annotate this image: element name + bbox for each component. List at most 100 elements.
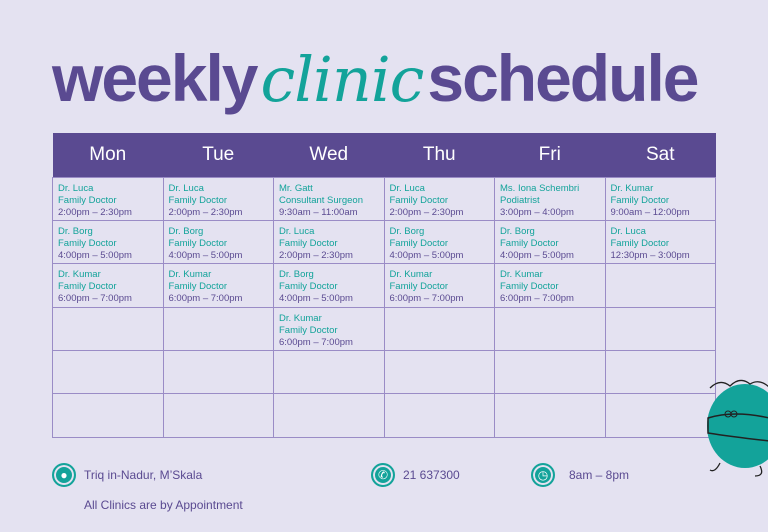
appointment-time: 4:00pm – 5:00pm xyxy=(168,249,243,261)
appointment-role: Family Doctor xyxy=(279,281,338,293)
table-row xyxy=(52,393,716,438)
day-header-fri: Fri xyxy=(494,133,605,177)
appointment-time: 4:00pm – 5:00pm xyxy=(500,249,574,261)
appointment-role: Family Doctor xyxy=(500,281,559,293)
appointment-doctor: Dr. Borg xyxy=(58,225,93,237)
phone: ✆ 21 637300 xyxy=(371,463,460,487)
schedule-cell: Dr. Borg Family Doctor 4:00pm – 5:00pm xyxy=(273,263,385,308)
appointment-time: 6:00pm – 7:00pm xyxy=(168,293,243,305)
schedule-cell xyxy=(162,393,274,438)
appointment-doctor: Dr. Kumar xyxy=(279,312,322,324)
appointment-time: 3:00pm – 4:00pm xyxy=(500,206,574,218)
appointment-role: Family Doctor xyxy=(610,237,670,249)
appointment-note: All Clinics are by Appointment xyxy=(84,498,243,512)
schedule-cell: Dr. Luca Family Doctor 2:00pm – 2:30pm xyxy=(273,219,385,265)
day-header-sat: Sat xyxy=(605,133,716,177)
schedule-cell: Dr. Luca Family Doctor 2:00pm – 2:30pm xyxy=(162,176,274,221)
appointment-time: 6:00pm – 7:00pm xyxy=(58,293,132,305)
appointment-time: 2:00pm – 2:30pm xyxy=(389,206,464,218)
phone-icon: ✆ xyxy=(371,463,395,487)
title-clinic: clinic xyxy=(260,43,425,116)
table-row xyxy=(52,350,716,395)
schedule-cell xyxy=(494,393,606,438)
appointment-role: Family Doctor xyxy=(168,237,228,249)
schedule-cell xyxy=(383,306,495,352)
appointment-doctor: Mr. Gatt xyxy=(279,182,313,194)
appointment-time: 6:00pm – 7:00pm xyxy=(279,336,353,348)
schedule-cell: Dr. Kumar Family Doctor 6:00pm – 7:00pm xyxy=(162,263,274,308)
address: ● Triq in-Nadur, M’Skala xyxy=(52,463,202,487)
appointment-doctor: Dr. Luca xyxy=(610,225,646,237)
schedule-cell xyxy=(52,306,164,352)
appointment-role: Family Doctor xyxy=(500,237,559,249)
appointment-time: 9:00am – 12:00pm xyxy=(610,206,690,218)
appointment-role: Consultant Surgeon xyxy=(279,194,363,206)
schedule-cell xyxy=(494,306,606,352)
appointment-doctor: Dr. Kumar xyxy=(500,269,543,281)
appointment-time: 2:00pm – 2:30pm xyxy=(58,206,132,218)
title-schedule: schedule xyxy=(427,41,699,115)
appointment-doctor: Dr. Kumar xyxy=(58,269,101,281)
schedule-cell: Dr. Kumar Family Doctor 6:00pm – 7:00pm xyxy=(494,263,606,308)
appointment-time: 4:00pm – 5:00pm xyxy=(58,249,132,261)
appointment-role: Family Doctor xyxy=(168,194,228,206)
appointment-doctor: Dr. Kumar xyxy=(168,269,212,281)
appointment-time: 9:30am – 11:00am xyxy=(279,206,358,218)
schedule-cell xyxy=(604,350,716,395)
appointment-time: 4:00pm – 5:00pm xyxy=(279,293,353,305)
schedule-cell xyxy=(383,350,495,395)
day-header-wed: Wed xyxy=(273,133,384,177)
appointment-role: Family Doctor xyxy=(58,237,117,249)
schedule-cell xyxy=(52,350,164,395)
appointment-doctor: Dr. Borg xyxy=(168,225,204,237)
schedule-cell: Dr. Luca Family Doctor 2:00pm – 2:30pm xyxy=(52,176,164,221)
appointment-doctor: Dr. Luca xyxy=(168,182,204,194)
schedule-table: Mon Tue Wed Thu Fri Sat Dr. Luca Family Doctor… xyxy=(52,133,716,438)
appointment-role: Podiatrist xyxy=(500,194,540,206)
schedule-cell: Dr. Luca Family Doctor 12:30pm – 3:00pm xyxy=(604,219,716,265)
appointment-doctor: Dr. Borg xyxy=(279,269,314,281)
appointment-time: 6:00pm – 7:00pm xyxy=(389,293,464,305)
schedule-cell: Dr. Luca Family Doctor 2:00pm – 2:30pm xyxy=(383,176,495,221)
schedule-cell xyxy=(273,393,385,438)
appointment-role: Family Doctor xyxy=(168,281,228,293)
appointment-doctor: Dr. Luca xyxy=(389,182,425,194)
appointment-doctor: Dr. Luca xyxy=(58,182,94,194)
schedule-cell: Dr. Kumar Family Doctor 9:00am – 12:00pm xyxy=(604,176,716,221)
address-text: Triq in-Nadur, M’Skala xyxy=(84,468,203,482)
schedule-cell: Mr. Gatt Consultant Surgeon 9:30am – 11:00… xyxy=(273,176,385,221)
schedule-cell: Dr. Kumar Family Doctor 6:00pm – 7:00pm xyxy=(383,263,495,308)
location-pin-icon: ● xyxy=(52,463,76,487)
phone-text: 21 637300 xyxy=(403,468,460,482)
appointment-role: Family Doctor xyxy=(610,194,670,206)
schedule-cell: Dr. Borg Family Doctor 4:00pm – 5:00pm xyxy=(52,219,164,265)
hours-text: 8am – 8pm xyxy=(569,468,630,482)
appointment-doctor: Dr. Borg xyxy=(500,225,535,237)
day-header-tue: Tue xyxy=(163,133,274,177)
schedule-cell xyxy=(383,393,495,438)
schedule-cell: Dr. Borg Family Doctor 4:00pm – 5:00pm xyxy=(162,219,274,265)
appointment-time: 2:00pm – 2:30pm xyxy=(279,249,353,261)
schedule-cell xyxy=(604,306,716,352)
appointment-role: Family Doctor xyxy=(389,237,449,249)
schedule-cell: Dr. Kumar Family Doctor 6:00pm – 7:00pm xyxy=(273,306,385,352)
table-row: Dr. Borg Family Doctor 4:00pm – 5:00pm Dr. … xyxy=(52,219,716,265)
title-weekly: weekly xyxy=(52,41,258,115)
schedule-cell xyxy=(604,393,716,438)
hours: ◷ 8am – 8pm xyxy=(531,463,629,487)
schedule-cell: Ms. Iona Schembri Podiatrist 3:00pm – 4:00… xyxy=(494,176,606,221)
appointment-time: 4:00pm – 5:00pm xyxy=(389,249,464,261)
day-header-mon: Mon xyxy=(52,133,163,177)
appointment-time: 2:00pm – 2:30pm xyxy=(168,206,243,218)
schedule-cell xyxy=(273,350,385,395)
appointment-time: 6:00pm – 7:00pm xyxy=(500,293,574,305)
appointment-role: Family Doctor xyxy=(389,194,449,206)
appointment-doctor: Dr. Luca xyxy=(279,225,315,237)
schedule-cell xyxy=(162,350,274,395)
appointment-role: Family Doctor xyxy=(389,281,449,293)
schedule-cell xyxy=(162,306,274,352)
clock-icon: ◷ xyxy=(531,463,555,487)
appointment-role: Family Doctor xyxy=(279,324,338,336)
appointment-doctor: Dr. Kumar xyxy=(610,182,654,194)
appointment-role: Family Doctor xyxy=(279,237,338,249)
